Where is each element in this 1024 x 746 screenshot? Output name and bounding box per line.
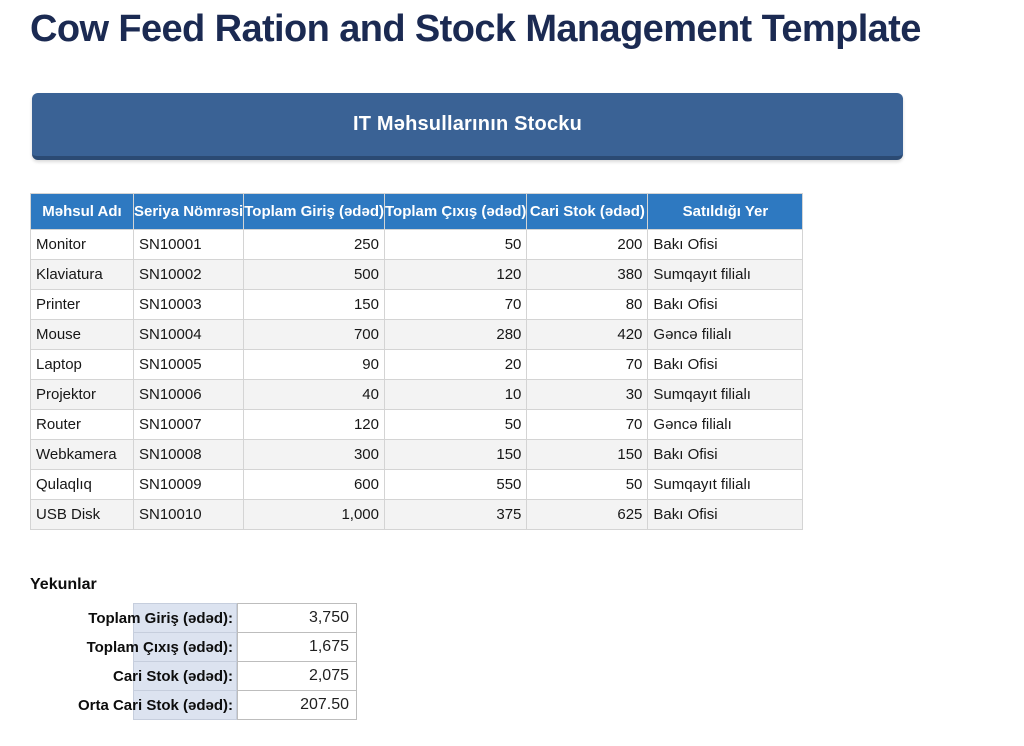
cell-current-stock: 70 (526, 349, 649, 380)
cell-current-stock: 30 (526, 379, 649, 410)
totals-section: 3,750 Toplam Giriş (ədəd): 1,675 Toplam Çıx… (30, 603, 360, 720)
cell-total-out: 50 (383, 229, 528, 260)
cell-location: Gəncə filialı (647, 319, 804, 350)
cell-product-name: Laptop (30, 349, 134, 380)
table-row: Laptop SN10005 90 20 70 Bakı Ofisi (30, 349, 804, 380)
cell-serial-number: SN10009 (132, 469, 245, 500)
totals-row: 207.50 Orta Cari Stok (ədəd): (30, 690, 360, 720)
cell-total-in: 150 (243, 289, 385, 320)
cell-serial-number: SN10010 (132, 499, 245, 530)
column-header-current-stock: Cari Stok (ədəd) (526, 193, 649, 230)
cell-product-name: Mouse (30, 319, 134, 350)
banner-title: IT Məhsullarının Stocku (352, 113, 583, 135)
totals-label-cell (133, 690, 237, 720)
column-header-total-in: Toplam Giriş (ədəd) (243, 193, 385, 230)
cell-product-name: Projektor (30, 379, 134, 410)
cell-serial-number: SN10006 (132, 379, 245, 410)
cell-product-name: Qulaqlıq (30, 469, 134, 500)
cell-total-in: 500 (243, 259, 385, 290)
cell-current-stock: 150 (526, 439, 649, 470)
cell-current-stock: 200 (526, 229, 649, 260)
cell-product-name: Monitor (30, 229, 134, 260)
cell-current-stock: 380 (526, 259, 649, 290)
totals-row: 3,750 Toplam Giriş (ədəd): (30, 603, 360, 633)
totals-label: Toplam Giriş (ədəd): (88, 609, 233, 627)
cell-location: Bakı Ofisi (647, 289, 804, 320)
stock-table: Məhsul Adı Seriya Nömrəsi Toplam Giriş (əd… (30, 193, 804, 530)
cell-serial-number: SN10001 (132, 229, 245, 260)
cell-total-out: 20 (383, 349, 528, 380)
cell-current-stock: 420 (526, 319, 649, 350)
cell-total-in: 1,000 (243, 499, 385, 530)
cell-location: Sumqayıt filialı (647, 379, 804, 410)
table-row: Printer SN10003 150 70 80 Bakı Ofisi (30, 289, 804, 320)
table-row: USB Disk SN10010 1,000 375 625 Bakı Ofisi (30, 499, 804, 530)
totals-label: Cari Stok (ədəd): (112, 667, 233, 685)
cell-location: Bakı Ofisi (647, 349, 804, 380)
cell-total-in: 250 (243, 229, 385, 260)
totals-row: 1,675 Toplam Çıxış (ədəd): (30, 632, 360, 662)
cell-serial-number: SN10004 (132, 319, 245, 350)
totals-label: Orta Cari Stok (ədəd): (77, 696, 233, 714)
stock-banner: IT Məhsullarının Stocku (32, 93, 903, 160)
table-row: Webkamera SN10008 300 150 150 Bakı Ofisi (30, 439, 804, 470)
cell-total-in: 600 (243, 469, 385, 500)
cell-location: Sumqayıt filialı (647, 469, 804, 500)
column-header-product-name: Məhsul Adı (30, 193, 134, 230)
cell-total-out: 10 (383, 379, 528, 410)
cell-total-in: 40 (243, 379, 385, 410)
table-row: Projektor SN10006 40 10 30 Sumqayıt filialı (30, 379, 804, 410)
totals-label-cell (133, 632, 237, 662)
cell-serial-number: SN10003 (132, 289, 245, 320)
totals-heading: Yekunlar (30, 576, 97, 593)
cell-location: Sumqayıt filialı (647, 259, 804, 290)
column-header-total-out: Toplam Çıxış (ədəd) (383, 193, 528, 230)
cell-total-in: 90 (243, 349, 385, 380)
cell-total-out: 150 (383, 439, 528, 470)
cell-product-name: Webkamera (30, 439, 134, 470)
totals-value-cell: 207.50 (237, 690, 357, 720)
page-title: Cow Feed Ration and Stock Management Tem… (30, 8, 921, 50)
cell-location: Bakı Ofisi (647, 439, 804, 470)
cell-total-in: 120 (243, 409, 385, 440)
cell-total-out: 120 (383, 259, 528, 290)
cell-serial-number: SN10008 (132, 439, 245, 470)
cell-location: Bakı Ofisi (647, 499, 804, 530)
stock-table-body: Monitor SN10001 250 50 200 Bakı Ofisi Klaviatu… (30, 229, 804, 530)
table-row: Monitor SN10001 250 50 200 Bakı Ofisi (30, 229, 804, 260)
cell-location: Gəncə filialı (647, 409, 804, 440)
cell-total-out: 280 (383, 319, 528, 350)
table-row: Router SN10007 120 50 70 Gəncə filialı (30, 409, 804, 440)
totals-label: Toplam Çıxış (ədəd): (86, 638, 233, 656)
cell-current-stock: 80 (526, 289, 649, 320)
cell-total-out: 50 (383, 409, 528, 440)
table-row: Qulaqlıq SN10009 600 550 50 Sumqayıt filialı (30, 469, 804, 500)
cell-current-stock: 50 (526, 469, 649, 500)
cell-product-name: Printer (30, 289, 134, 320)
cell-total-out: 70 (383, 289, 528, 320)
totals-value-cell: 1,675 (237, 632, 357, 662)
cell-product-name: Klaviatura (30, 259, 134, 290)
cell-total-out: 550 (383, 469, 528, 500)
column-header-serial-number: Seriya Nömrəsi (132, 193, 245, 230)
cell-serial-number: SN10002 (132, 259, 245, 290)
cell-current-stock: 625 (526, 499, 649, 530)
cell-serial-number: SN10005 (132, 349, 245, 380)
cell-total-out: 375 (383, 499, 528, 530)
cell-product-name: Router (30, 409, 134, 440)
header-row: Məhsul Adı Seriya Nömrəsi Toplam Giriş (əd… (30, 193, 804, 230)
cell-current-stock: 70 (526, 409, 649, 440)
cell-location: Bakı Ofisi (647, 229, 804, 260)
table-row: Mouse SN10004 700 280 420 Gəncə filialı (30, 319, 804, 350)
totals-row: 2,075 Cari Stok (ədəd): (30, 661, 360, 691)
cell-serial-number: SN10007 (132, 409, 245, 440)
cell-product-name: USB Disk (30, 499, 134, 530)
totals-value-cell: 3,750 (237, 603, 357, 633)
cell-total-in: 700 (243, 319, 385, 350)
cell-total-in: 300 (243, 439, 385, 470)
column-header-location: Satıldığı Yer (647, 193, 804, 230)
table-row: Klaviatura SN10002 500 120 380 Sumqayıt filia… (30, 259, 804, 290)
totals-value-cell: 2,075 (237, 661, 357, 691)
